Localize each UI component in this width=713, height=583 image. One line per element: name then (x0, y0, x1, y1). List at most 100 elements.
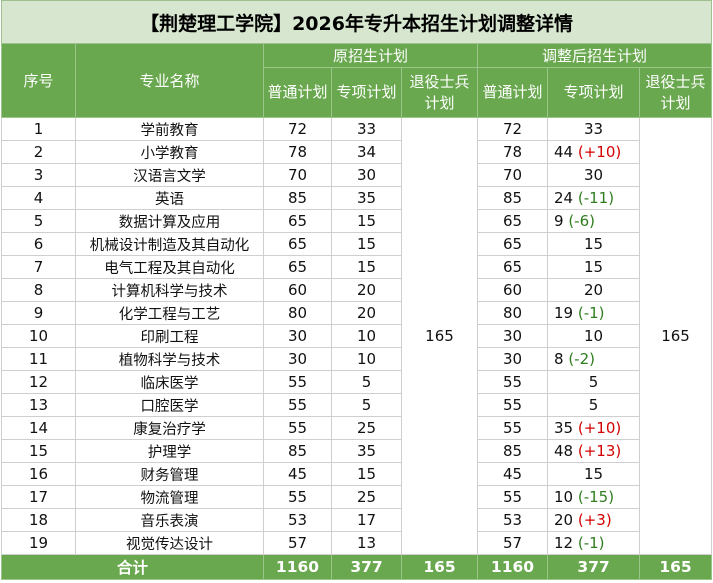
row-index: 9 (1, 301, 76, 325)
row-adj-special: 5 (547, 393, 640, 417)
row-orig-special: 15 (331, 232, 402, 256)
row-adj-general: 45 (477, 462, 548, 486)
row-orig-general: 55 (263, 370, 332, 394)
table-row: 18 音乐表演 53 17 53 20 (+3) (1, 508, 712, 532)
row-adj-special: 10 (-15) (547, 485, 640, 509)
row-adj-general: 55 (477, 370, 548, 394)
row-index: 18 (1, 508, 76, 532)
row-adj-general: 55 (477, 393, 548, 417)
table-row: 13 口腔医学 55 5 55 5 (1, 393, 712, 417)
adj-special-value: 44 (554, 143, 574, 161)
row-adj-general: 55 (477, 485, 548, 509)
row-adj-special: 15 (547, 255, 640, 279)
total-adj-special: 377 (547, 554, 640, 580)
row-major: 口腔医学 (75, 393, 264, 417)
adj-special-value: 24 (554, 189, 574, 207)
table-title: 【荆楚理工学院】2026年专升本招生计划调整详情 (0, 0, 713, 44)
row-adj-special: 35 (+10) (547, 416, 640, 440)
row-adj-special: 8 (-2) (547, 347, 640, 371)
total-row: 合计 1160 377 165 1160 377 165 (1, 554, 713, 580)
total-adj-veteran: 165 (638, 554, 713, 580)
table-row: 9 化学工程与工艺 80 20 80 19 (-1) (1, 301, 712, 325)
row-orig-general: 60 (263, 278, 332, 302)
row-adj-special: 20 (547, 278, 640, 302)
row-index: 11 (1, 347, 76, 371)
row-orig-special: 33 (331, 117, 402, 141)
change-indicator: (+10) (577, 143, 622, 161)
row-adj-general: 70 (477, 163, 548, 187)
row-adj-general: 30 (477, 324, 548, 348)
row-index: 13 (1, 393, 76, 417)
row-adj-general: 85 (477, 186, 548, 210)
row-index: 8 (1, 278, 76, 302)
row-orig-special: 15 (331, 209, 402, 233)
row-adj-special: 9 (-6) (547, 209, 640, 233)
header-adj-veteran: 退役士兵计划 (638, 67, 713, 118)
row-major: 小学教育 (75, 140, 264, 164)
row-major: 学前教育 (75, 117, 264, 141)
row-adj-general: 80 (477, 301, 548, 325)
orig-veteran-merged: 165 (401, 117, 478, 555)
adj-special-value: 20 (583, 281, 604, 299)
adj-special-value: 10 (554, 488, 574, 506)
row-index: 7 (1, 255, 76, 279)
header-orig-special: 专项计划 (331, 67, 402, 118)
change-indicator: (+13) (577, 442, 622, 460)
row-adj-special: 19 (-1) (547, 301, 640, 325)
table-row: 12 临床医学 55 5 55 5 (1, 370, 712, 394)
row-index: 12 (1, 370, 76, 394)
adj-special-value: 33 (583, 120, 604, 138)
row-adj-general: 85 (477, 439, 548, 463)
header-adjusted-plan: 调整后招生计划 (476, 43, 713, 68)
row-orig-general: 53 (263, 508, 332, 532)
row-orig-general: 78 (263, 140, 332, 164)
row-orig-general: 65 (263, 209, 332, 233)
row-index: 10 (1, 324, 76, 348)
row-adj-general: 55 (477, 416, 548, 440)
table-body: 1 学前教育 72 33 165 72 33 165 2 小学教育 78 34 78 44 (+10) 3 汉… (1, 117, 713, 555)
adj-special-value: 20 (554, 511, 574, 529)
row-major: 英语 (75, 186, 264, 210)
row-orig-special: 30 (331, 163, 402, 187)
row-index: 3 (1, 163, 76, 187)
total-orig-special: 377 (331, 554, 402, 580)
row-orig-general: 55 (263, 393, 332, 417)
row-orig-special: 10 (331, 324, 402, 348)
row-adj-special: 5 (547, 370, 640, 394)
table-row: 11 植物科学与技术 30 10 30 8 (-2) (1, 347, 712, 371)
row-major: 视觉传达设计 (75, 531, 264, 555)
row-orig-special: 17 (331, 508, 402, 532)
table-row: 2 小学教育 78 34 78 44 (+10) (1, 140, 712, 164)
row-major: 电气工程及其自动化 (75, 255, 264, 279)
row-adj-special: 10 (547, 324, 640, 348)
row-index: 17 (1, 485, 76, 509)
row-orig-general: 85 (263, 186, 332, 210)
table-row: 3 汉语言文学 70 30 70 30 (1, 163, 712, 187)
row-adj-special: 15 (547, 462, 640, 486)
change-indicator: (-6) (568, 212, 595, 230)
row-orig-special: 20 (331, 278, 402, 302)
row-major: 音乐表演 (75, 508, 264, 532)
row-index: 14 (1, 416, 76, 440)
row-orig-general: 57 (263, 531, 332, 555)
total-adj-general: 1160 (477, 554, 548, 580)
row-orig-special: 13 (331, 531, 402, 555)
row-index: 6 (1, 232, 76, 256)
row-orig-special: 25 (331, 485, 402, 509)
row-adj-special: 33 (547, 117, 640, 141)
adj-special-value: 5 (588, 373, 599, 391)
row-adj-general: 65 (477, 232, 548, 256)
change-indicator: (-1) (577, 534, 605, 552)
header-adj-general: 普通计划 (477, 67, 548, 118)
row-adj-special: 24 (-11) (547, 186, 640, 210)
table-row: 6 机械设计制造及其自动化 65 15 65 15 (1, 232, 712, 256)
row-orig-general: 45 (263, 462, 332, 486)
total-label: 合计 (1, 554, 264, 580)
adj-special-value: 12 (554, 534, 574, 552)
row-orig-general: 85 (263, 439, 332, 463)
row-major: 计算机科学与技术 (75, 278, 264, 302)
row-orig-general: 55 (263, 485, 332, 509)
row-adj-special: 15 (547, 232, 640, 256)
table-row: 1 学前教育 72 33 165 72 33 165 (1, 117, 713, 555)
row-adj-general: 30 (477, 347, 548, 371)
